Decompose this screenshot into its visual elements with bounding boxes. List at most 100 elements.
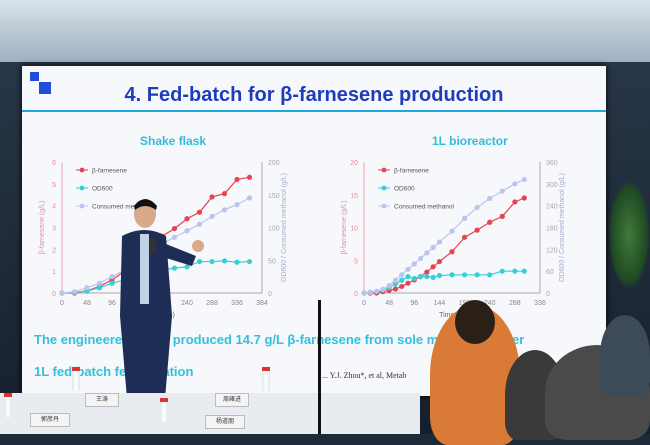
data-point <box>487 195 493 201</box>
data-point <box>221 191 228 197</box>
data-point <box>221 207 228 213</box>
y2-tick-label: 60 <box>546 269 554 276</box>
data-point <box>512 199 518 205</box>
data-point <box>474 204 480 211</box>
data-point <box>392 286 399 292</box>
ceiling <box>0 0 650 62</box>
y-tick-label: 5 <box>354 258 358 265</box>
data-point <box>512 268 518 274</box>
name-card: 郭彦丹 <box>30 413 70 427</box>
data-point <box>184 216 190 222</box>
data-point <box>386 283 392 289</box>
data-point <box>499 213 505 219</box>
data-point <box>521 268 527 274</box>
data-point <box>209 194 215 200</box>
y-tick-label: 6 <box>52 160 56 167</box>
slide-title: 4. Fed-batch for β-farnesene production <box>124 84 504 106</box>
title-rule <box>22 110 606 112</box>
legend-label: OD600 <box>394 186 415 193</box>
plant <box>608 180 650 290</box>
legend-label: β-farnesene <box>394 168 429 175</box>
y2-tick-label: 180 <box>546 226 558 233</box>
data-point <box>487 272 493 278</box>
water-bottle <box>72 367 80 391</box>
data-point <box>411 261 417 267</box>
data-point <box>399 277 405 283</box>
x-tick-label: 96 <box>108 300 116 307</box>
data-point <box>430 274 436 280</box>
x-tick-label: 336 <box>231 300 243 307</box>
name-card: 王涛 <box>85 393 119 407</box>
data-point <box>196 221 203 227</box>
data-point <box>411 275 417 282</box>
data-point <box>405 280 411 286</box>
y-tick-label: 2 <box>52 247 56 254</box>
data-point <box>246 258 253 265</box>
data-point <box>449 228 455 234</box>
data-point <box>521 195 527 201</box>
data-point <box>171 234 178 240</box>
y-tick-label: 0 <box>354 291 358 298</box>
data-point <box>221 258 228 264</box>
y-tick-label: 15 <box>350 193 358 200</box>
data-point <box>436 272 443 279</box>
data-point <box>399 283 405 290</box>
logo-square <box>39 82 51 94</box>
legend-marker <box>79 167 85 173</box>
data-point <box>361 290 367 296</box>
legend-label: β-farnesene <box>92 168 127 175</box>
data-point <box>171 225 178 232</box>
chart-title-shake-flask: Shake flask <box>140 134 207 148</box>
y2-tick-label: 50 <box>268 258 276 265</box>
data-point <box>392 277 399 283</box>
data-point <box>424 250 430 256</box>
water-bottle <box>262 367 270 391</box>
data-point <box>461 272 468 278</box>
data-point <box>474 272 480 278</box>
y2-tick-label: 240 <box>546 204 558 211</box>
y2-tick-label: 100 <box>268 226 280 233</box>
data-point <box>234 201 240 208</box>
y2-tick-label: 200 <box>268 160 280 167</box>
data-point <box>196 258 203 265</box>
legend-marker <box>381 167 387 173</box>
audience-head <box>455 300 495 344</box>
y-axis-label: β-farnesene (g/L) <box>341 201 348 255</box>
y-axis-label: β-farnesene (g/L) <box>39 201 46 255</box>
data-point <box>59 290 65 296</box>
data-point <box>417 274 424 280</box>
data-point <box>430 264 436 270</box>
data-point <box>449 272 455 278</box>
data-point <box>499 268 505 274</box>
y2-tick-label: 0 <box>546 291 550 298</box>
speaker <box>120 199 204 434</box>
data-point <box>405 266 411 272</box>
series-line <box>363 178 525 294</box>
x-tick-label: 336 <box>534 300 546 307</box>
data-point <box>512 181 518 187</box>
y-tick-label: 5 <box>52 182 56 189</box>
legend-marker <box>381 185 387 191</box>
head-table: 郭彦丹 王涛 周雍进 杨道朋 <box>0 367 420 434</box>
x-tick-label: 240 <box>484 300 496 307</box>
y-tick-label: 1 <box>52 269 56 276</box>
y2-tick-label: 120 <box>546 247 558 254</box>
x-tick-label: 288 <box>206 300 218 307</box>
x-tick-label: 96 <box>410 300 418 307</box>
data-point <box>71 289 78 295</box>
x-tick-label: 0 <box>60 300 64 307</box>
data-point <box>196 209 203 215</box>
data-point <box>417 255 424 262</box>
data-point <box>399 272 405 278</box>
data-point <box>461 234 468 240</box>
x-tick-label: 48 <box>83 300 91 307</box>
data-point <box>424 274 430 280</box>
x-tick-label: 288 <box>509 300 521 307</box>
data-point <box>436 239 443 245</box>
y2-axis-label: OD600 / Consumed methanol (g/L) <box>559 173 566 282</box>
water-bottle <box>4 393 12 417</box>
y2-tick-label: 360 <box>546 160 558 167</box>
data-point <box>96 280 103 286</box>
data-point <box>234 259 240 265</box>
data-point <box>109 280 115 286</box>
